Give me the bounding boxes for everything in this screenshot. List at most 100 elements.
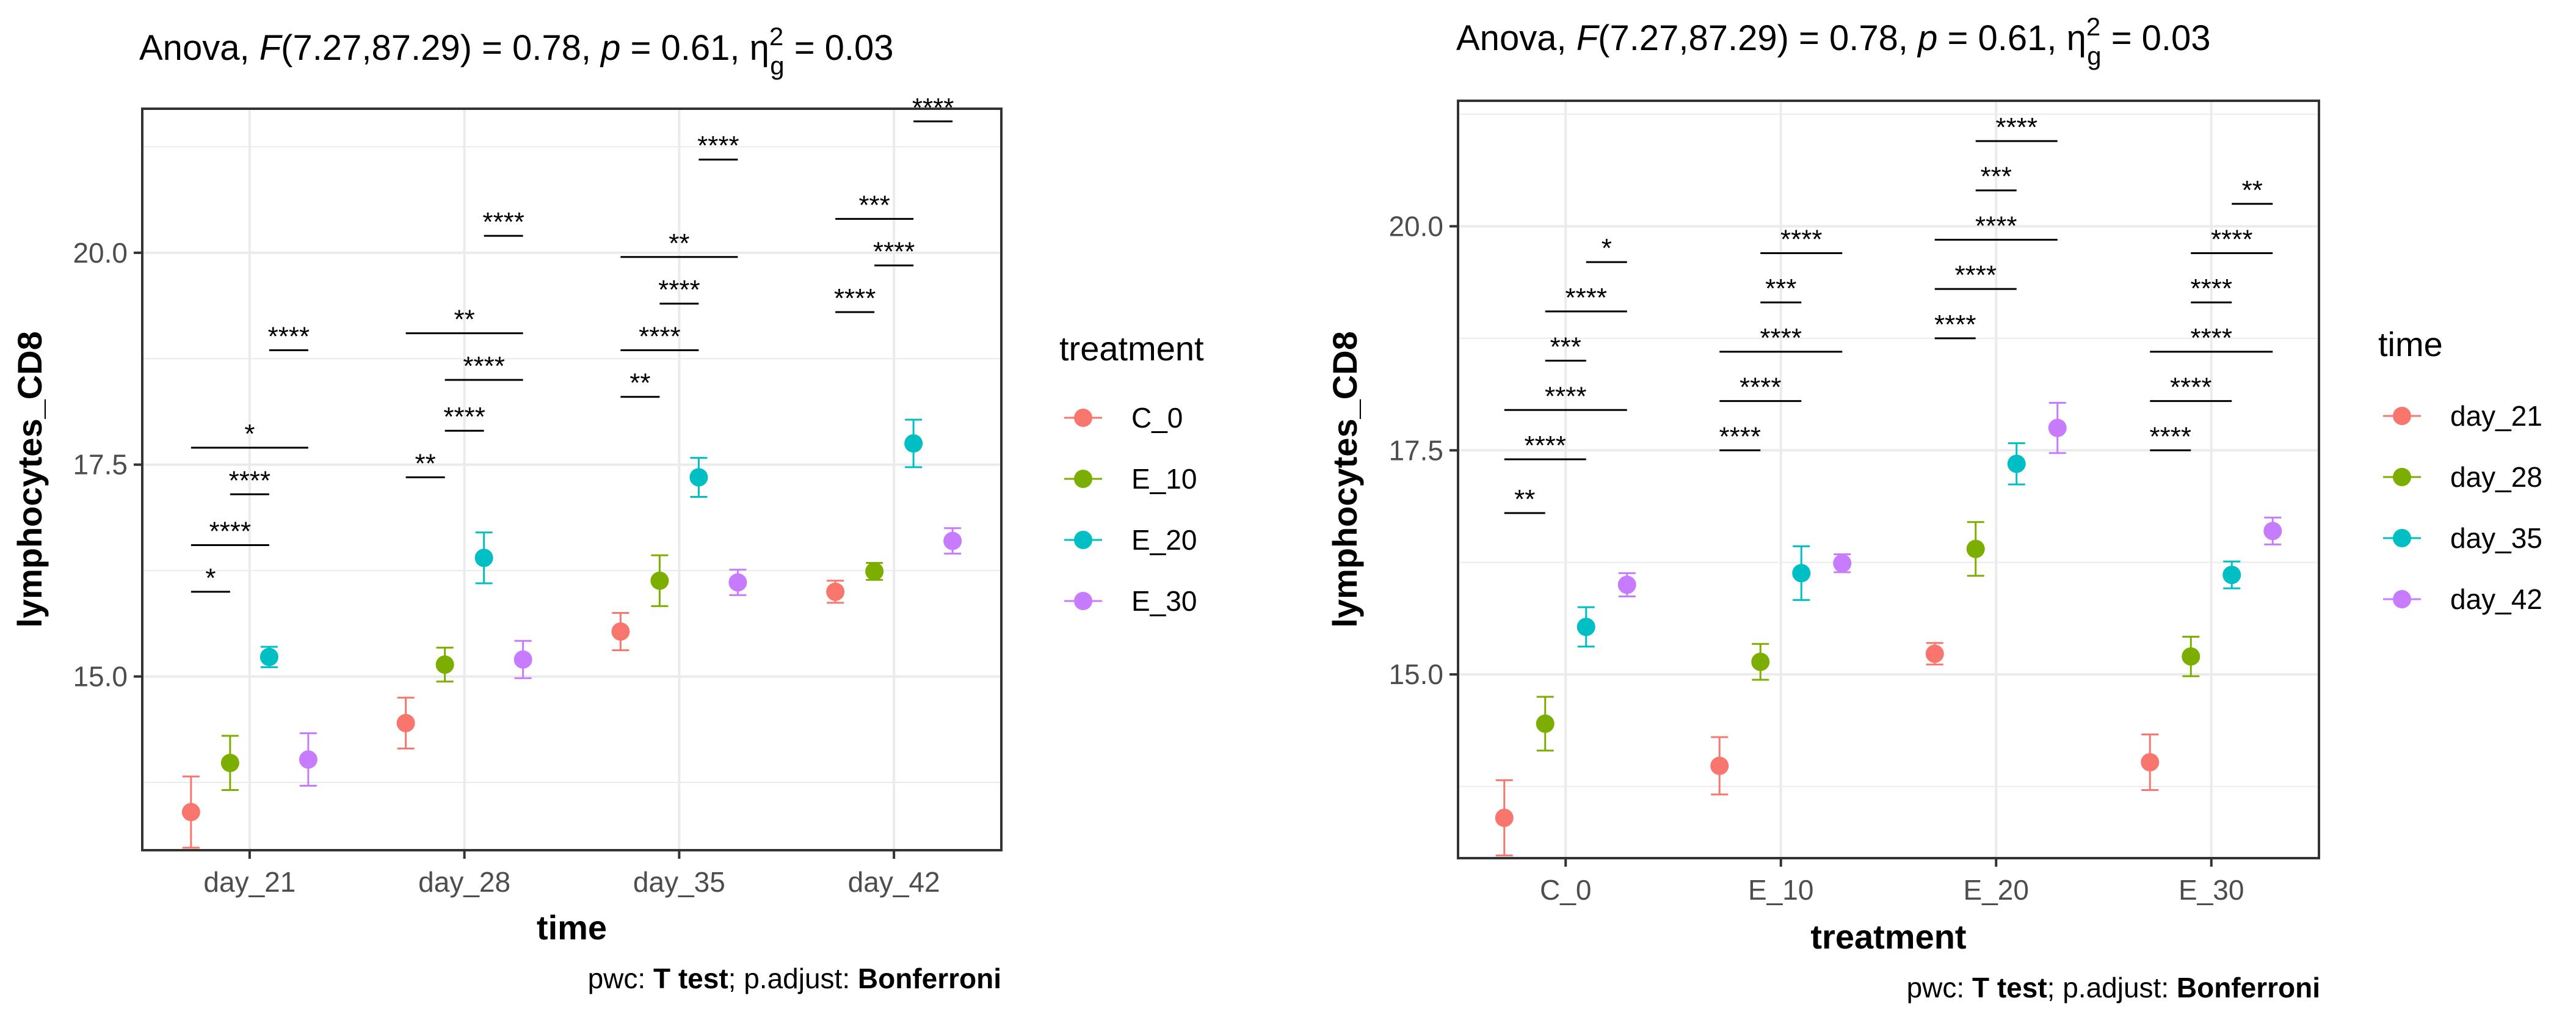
x-tick-label: day_21 <box>203 866 296 898</box>
x-tick-label: E_10 <box>1748 874 1813 906</box>
subtitle-part: 2 <box>769 22 783 51</box>
significance-label: **** <box>1955 260 1997 290</box>
chart-panel-2: ****************************************… <box>1326 12 2542 1004</box>
significance-label: *** <box>858 190 890 220</box>
chart-panel-1: ****************************************… <box>10 22 1204 994</box>
x-tick-label: E_20 <box>1964 874 2029 906</box>
chart-caption: pwc: T test; p.adjust: Bonferroni <box>1907 972 2320 1004</box>
subtitle-part: Anova, <box>139 28 259 68</box>
data-point <box>513 650 532 669</box>
significance-label: ** <box>669 228 689 258</box>
significance-label: **** <box>229 465 271 495</box>
subtitle-part: η <box>750 28 769 68</box>
significance-label: **** <box>1996 112 2038 142</box>
data-point <box>611 622 630 641</box>
subtitle-part: = 0.61, <box>1937 18 2066 58</box>
legend-label: day_28 <box>2450 461 2542 493</box>
y-tick-label: 20.0 <box>1388 210 1443 242</box>
subtitle-part: (7.27,87.29) = 0.78, <box>1598 18 1918 58</box>
significance-label: **** <box>2191 323 2233 353</box>
significance-label: **** <box>697 131 739 161</box>
caption-part: ; p.adjust: <box>2047 972 2177 1004</box>
subtitle-part: 2 <box>2086 12 2100 41</box>
subtitle-part: p <box>600 28 620 68</box>
data-point <box>1751 652 1770 671</box>
data-point <box>2048 418 2067 437</box>
x-axis-title: time <box>537 908 607 947</box>
legend-label: day_21 <box>2450 400 2542 432</box>
caption-part: Bonferroni <box>858 963 1001 994</box>
data-point <box>181 803 200 821</box>
significance-label: ** <box>415 449 436 479</box>
y-tick-label: 20.0 <box>73 237 128 269</box>
significance-label: **** <box>1760 323 1802 353</box>
data-point <box>1617 575 1636 594</box>
significance-label: **** <box>658 275 700 305</box>
significance-label: **** <box>443 402 485 432</box>
significance-label: *** <box>1765 274 1796 304</box>
y-axis-title: lymphocytes_CD8 <box>1326 331 1364 628</box>
significance-label: **** <box>2150 421 2192 451</box>
data-point <box>650 571 669 590</box>
subtitle-part: Anova, <box>1456 18 1576 58</box>
caption-part: pwc: <box>1907 972 1972 1004</box>
data-point <box>1495 808 1514 827</box>
significance-label: ** <box>2242 175 2263 205</box>
significance-label: ** <box>1514 484 1535 514</box>
legend-label: day_42 <box>2450 583 2542 615</box>
data-point <box>2182 647 2200 666</box>
chart-caption: pwc: T test; p.adjust: Bonferroni <box>588 963 1001 994</box>
plot-background <box>142 109 1001 850</box>
data-point <box>396 713 415 732</box>
data-point <box>2263 522 2282 541</box>
caption-part: T test <box>653 963 728 994</box>
legend-key-point <box>2393 529 2411 547</box>
significance-label: *** <box>1981 162 2012 192</box>
legend-label: E_20 <box>1131 524 1197 556</box>
data-point <box>728 573 747 592</box>
y-axis-title: lymphocytes_CD8 <box>10 331 49 628</box>
x-tick-label: C_0 <box>1540 874 1591 906</box>
subtitle-part: η <box>2067 18 2086 58</box>
data-point <box>299 750 317 769</box>
significance-label: *** <box>1550 332 1581 362</box>
y-tick-label: 17.5 <box>73 449 128 481</box>
significance-label: ** <box>454 305 475 335</box>
data-point <box>1576 617 1595 636</box>
legend-key-point <box>1074 470 1092 488</box>
subtitle-part: F <box>259 28 283 68</box>
x-tick-label: day_42 <box>848 866 940 898</box>
data-point <box>943 531 962 550</box>
data-point <box>2007 454 2026 473</box>
significance-label: * <box>1602 233 1612 263</box>
data-point <box>826 582 845 601</box>
significance-label: **** <box>463 351 505 381</box>
legend-label: day_35 <box>2450 522 2542 554</box>
legend-label: E_30 <box>1131 585 1197 617</box>
significance-label: **** <box>2211 224 2253 254</box>
subtitle-part: p <box>1917 18 1937 58</box>
significance-label: **** <box>873 237 915 267</box>
significance-label: ** <box>629 368 650 398</box>
y-tick-label: 15.0 <box>1388 658 1443 690</box>
plot-background <box>1458 101 2319 858</box>
y-tick-label: 15.0 <box>73 661 128 693</box>
data-point <box>474 548 493 567</box>
legend-key-point <box>1074 592 1092 610</box>
significance-label: **** <box>2170 373 2212 403</box>
significance-label: **** <box>639 321 681 351</box>
legend-title: treatment <box>1059 329 1204 368</box>
subtitle-part: (7.27,87.29) = 0.78, <box>281 28 601 68</box>
chart-subtitle: Anova, F(7.27,87.29) = 0.78, p = 0.61, η… <box>139 22 894 80</box>
data-point <box>1792 564 1811 583</box>
subtitle-part: g <box>2087 42 2101 70</box>
significance-label: **** <box>1780 224 1823 254</box>
subtitle-part: = 0.03 <box>785 28 894 68</box>
caption-part: Bonferroni <box>2177 972 2320 1004</box>
data-point <box>1966 539 1985 558</box>
data-point <box>689 468 708 487</box>
caption-part: ; p.adjust: <box>728 963 858 994</box>
significance-label: **** <box>1719 421 1761 451</box>
legend: time day_21 day_28 day_35 day_42 <box>2378 325 2542 615</box>
